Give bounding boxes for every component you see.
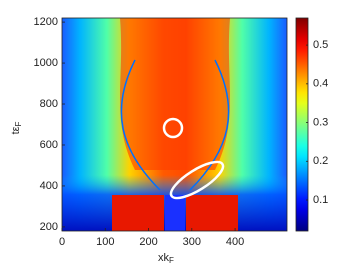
x-axis-label: xkF (158, 252, 174, 265)
y-tick-label: 800 (40, 98, 58, 110)
y-tick-label: 600 (40, 139, 58, 151)
x-tick-label: 400 (226, 236, 244, 248)
y-tick-label: 1000 (34, 57, 58, 69)
y-tick-label: 1200 (34, 16, 58, 28)
y-tick-label: 200 (40, 221, 58, 233)
x-label-main: xk (158, 252, 170, 264)
y-label-sub: F (14, 121, 23, 126)
plot-frame (61, 17, 288, 232)
x-tick-label: 200 (139, 236, 157, 248)
y-axis-label: tεF (10, 121, 23, 134)
y-tick-label: 400 (40, 180, 58, 192)
colorbar-tick-label: 0.5 (313, 39, 328, 51)
x-tick-label: 100 (96, 236, 114, 248)
colorbar-tick-label: 0.4 (313, 78, 328, 90)
x-tick-label: 0 (59, 236, 65, 248)
x-tick-label: 300 (183, 236, 201, 248)
colorbar-tick-label: 0.1 (313, 194, 328, 206)
colorbar-tick-label: 0.3 (313, 116, 328, 128)
y-label-main: tε (10, 126, 22, 134)
colorbar (296, 18, 308, 231)
x-label-sub: F (169, 256, 174, 265)
colorbar-tick-label: 0.2 (313, 155, 328, 167)
heatmap-field (62, 18, 287, 231)
colorbar-frame (295, 17, 309, 232)
